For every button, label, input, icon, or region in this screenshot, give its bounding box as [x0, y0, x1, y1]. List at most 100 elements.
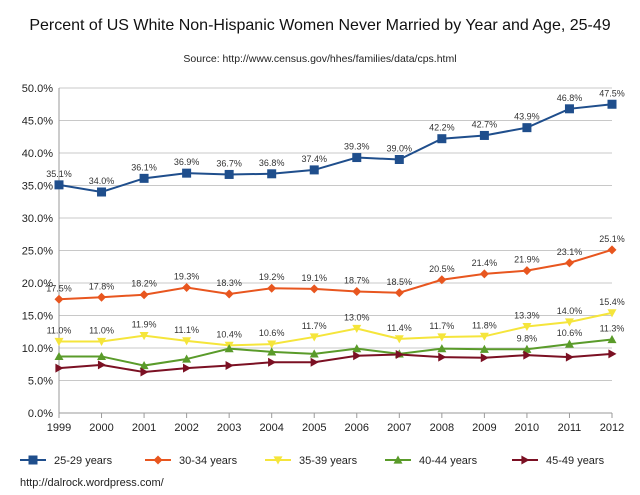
y-tick-label: 0.0%	[28, 408, 53, 420]
series-lines	[54, 99, 617, 377]
legend-marker	[521, 455, 530, 465]
data-label: 11.1%	[174, 325, 199, 335]
data-label: 11.9%	[132, 320, 157, 330]
data-labels: 35.1% 34.0% 36.1% 36.9% 36.7% 36.8% 37.4% 39.3%…	[46, 88, 625, 343]
data-label: 36.9%	[174, 157, 200, 167]
legend-label: 45-49 years	[546, 455, 605, 467]
data-point	[139, 290, 149, 300]
series-line-30-34-years	[58, 248, 613, 301]
x-tick-label: 2012	[600, 422, 624, 434]
data-label: 25.1%	[599, 234, 625, 244]
data-point	[607, 99, 617, 109]
data-point	[479, 130, 489, 140]
gridlines	[59, 87, 612, 414]
data-point	[522, 123, 532, 133]
data-label: 34.0%	[89, 176, 115, 186]
data-point	[97, 337, 107, 346]
legend-label: 40-44 years	[419, 455, 478, 467]
y-tick-label: 10.0%	[22, 343, 53, 355]
series-line-25-29-years	[58, 103, 613, 194]
data-point	[139, 361, 149, 370]
x-tick-label: 2009	[472, 422, 496, 434]
data-label: 37.4%	[301, 154, 327, 164]
data-label: 18.2%	[131, 279, 157, 289]
legend-marker	[153, 455, 163, 465]
footer-source: http://dalrock.wordpress.com/	[20, 477, 165, 489]
data-point	[352, 324, 362, 333]
data-point	[608, 349, 617, 359]
x-tick-label: 2001	[132, 422, 156, 434]
legend: 25-29 years 30-34 years 35-39 years 40-44 y…	[20, 455, 605, 467]
series-line-40-44-years	[59, 338, 613, 367]
data-label: 21.4%	[472, 258, 498, 268]
y-tick-label: 25.0%	[22, 246, 53, 258]
data-point	[564, 318, 574, 327]
data-point	[97, 292, 107, 302]
data-point	[394, 155, 404, 164]
data-label: 14.0%	[557, 306, 583, 316]
data-point	[352, 286, 362, 296]
data-label: 17.8%	[89, 281, 115, 291]
data-label: 13.3%	[514, 311, 540, 321]
chart-title: Percent of US White Non-Hispanic Women N…	[29, 17, 610, 34]
data-label: 39.3%	[344, 142, 370, 152]
data-label: 19.2%	[259, 272, 285, 282]
data-point	[523, 350, 532, 360]
data-label: 43.9%	[514, 112, 540, 122]
x-tick-label: 2004	[259, 422, 283, 434]
x-tick-label: 2003	[217, 422, 241, 434]
data-label: 42.7%	[472, 119, 498, 129]
data-point	[522, 322, 532, 332]
x-tick-label: 2011	[558, 422, 582, 434]
data-point	[267, 347, 277, 356]
data-point	[564, 258, 574, 268]
data-point	[437, 333, 447, 342]
y-tick-label: 20.0%	[22, 278, 53, 290]
x-tick-label: 2006	[345, 422, 369, 434]
data-point	[182, 354, 192, 363]
legend-marker	[28, 455, 38, 465]
data-point	[55, 363, 64, 373]
data-label: 35.1%	[46, 169, 72, 179]
data-point	[182, 337, 192, 346]
legend-label: 30-34 years	[179, 455, 238, 467]
data-label: 13.0%	[344, 313, 370, 323]
data-point	[267, 169, 277, 179]
data-point	[394, 335, 404, 344]
data-label: 11.0%	[47, 326, 72, 336]
data-label: 18.3%	[216, 278, 242, 288]
x-tick-label: 2002	[174, 422, 198, 434]
data-point	[437, 344, 447, 353]
data-point	[140, 367, 149, 377]
axes: 0.0% 5.0% 10.0% 15.0% 20.0% 25.0% 30.0% 35.0% 40…	[22, 83, 624, 434]
data-point	[353, 351, 362, 361]
data-point	[565, 352, 574, 362]
legend-label: 25-29 years	[54, 455, 113, 467]
y-tick-label: 35.0%	[22, 181, 53, 193]
data-label: 15.4%	[599, 297, 625, 307]
y-tick-label: 30.0%	[22, 213, 53, 225]
data-point	[225, 361, 234, 371]
data-label: 9.8%	[517, 333, 538, 343]
data-label: 47.5%	[599, 88, 625, 98]
data-point	[522, 344, 532, 353]
series-line-35-39-years	[59, 311, 613, 347]
x-tick-label: 2005	[302, 422, 326, 434]
x-tick-label: 2000	[89, 422, 113, 434]
data-point	[139, 173, 149, 183]
data-point	[54, 294, 64, 304]
chart-subtitle: Source: http://www.census.gov/hhes/famil…	[183, 53, 456, 65]
data-point	[564, 339, 574, 348]
data-point	[309, 333, 319, 342]
data-label: 36.7%	[216, 158, 242, 168]
data-point	[97, 187, 107, 197]
data-point	[54, 351, 64, 361]
data-label: 23.1%	[557, 247, 583, 257]
data-point	[309, 349, 319, 358]
data-point	[479, 344, 489, 353]
data-label: 42.2%	[429, 123, 455, 133]
data-point	[182, 168, 192, 178]
data-label: 11.0%	[89, 326, 114, 336]
data-point	[479, 269, 489, 279]
